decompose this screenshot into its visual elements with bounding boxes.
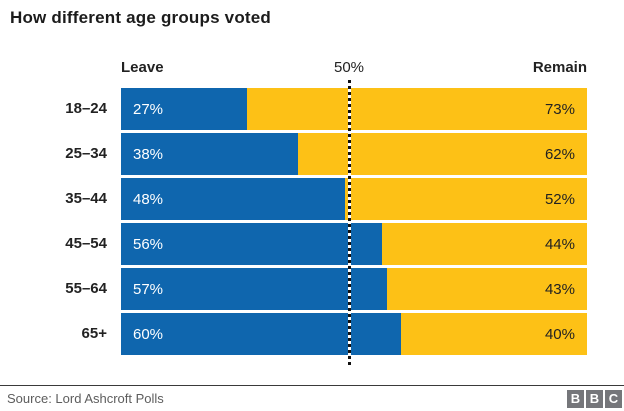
leave-bar-segment: 48% (121, 178, 345, 220)
remain-value-label: 52% (544, 190, 575, 208)
chart-row: 45–54 56% 44% (0, 223, 587, 265)
chart-row: 55–64 57% 43% (0, 268, 587, 310)
stacked-bar: 57% 43% (121, 268, 587, 310)
leave-value-label: 48% (133, 190, 164, 208)
footer-divider-line (0, 385, 624, 386)
remain-bar-segment: 52% (344, 178, 587, 220)
age-group-label: 55–64 (65, 280, 107, 297)
leave-value-label: 57% (133, 280, 164, 298)
remain-value-label: 62% (544, 145, 575, 163)
bbc-logo: B B C (567, 390, 622, 408)
age-group-label: 25–34 (65, 145, 107, 162)
bbc-logo-block: B (586, 390, 603, 408)
fifty-percent-label: 50% (333, 59, 365, 76)
age-group-label: 18–24 (65, 100, 107, 117)
chart-row: 25–34 38% 62% (0, 133, 587, 175)
remain-value-label: 40% (544, 325, 575, 343)
bbc-logo-block: C (605, 390, 622, 408)
chart-title: How different age groups voted (10, 8, 272, 27)
stacked-bar: 27% 73% (121, 88, 587, 130)
leave-column-header: Leave (121, 59, 164, 76)
stacked-bar: 48% 52% (121, 178, 587, 220)
remain-bar-segment: 44% (381, 223, 587, 265)
leave-bar-segment: 57% (121, 268, 387, 310)
age-group-label: 35–44 (65, 190, 107, 207)
leave-bar-segment: 38% (121, 133, 299, 175)
bbc-logo-block: B (567, 390, 584, 408)
bar-rows: 18–24 27% 73% 25–34 38% 62% (0, 88, 587, 358)
fifty-percent-dotted-line (348, 80, 351, 368)
remain-bar-segment: 73% (246, 88, 587, 130)
remain-value-label: 73% (544, 100, 575, 118)
leave-value-label: 38% (133, 145, 164, 163)
age-group-label: 45–54 (65, 235, 107, 252)
remain-bar-segment: 40% (400, 313, 587, 355)
chart-row: 18–24 27% 73% (0, 88, 587, 130)
leave-bar-segment: 56% (121, 223, 382, 265)
leave-value-label: 27% (133, 100, 164, 118)
remain-value-label: 44% (544, 235, 575, 253)
chart-row: 35–44 48% 52% (0, 178, 587, 220)
source-attribution: Source: Lord Ashcroft Polls (7, 391, 164, 406)
chart-row: 65+ 60% 40% (0, 313, 587, 355)
stacked-bar: 38% 62% (121, 133, 587, 175)
remain-value-label: 43% (544, 280, 575, 298)
remain-column-header: Remain (532, 59, 587, 76)
stacked-bar: 56% 44% (121, 223, 587, 265)
leave-value-label: 60% (133, 325, 164, 343)
age-group-label: 65+ (81, 325, 107, 342)
stacked-bar: 60% 40% (121, 313, 587, 355)
leave-bar-segment: 60% (121, 313, 401, 355)
remain-bar-segment: 62% (298, 133, 587, 175)
leave-bar-segment: 27% (121, 88, 247, 130)
leave-value-label: 56% (133, 235, 164, 253)
remain-bar-segment: 43% (386, 268, 587, 310)
